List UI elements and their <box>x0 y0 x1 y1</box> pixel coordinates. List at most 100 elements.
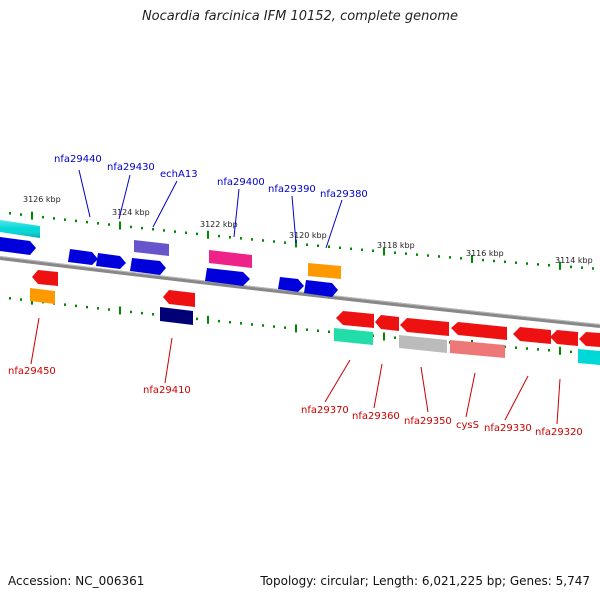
genome-backbone-highlight <box>0 256 600 325</box>
ruler-minor-tick <box>130 225 132 229</box>
ruler-minor-tick <box>581 266 583 269</box>
ruler-minor-tick <box>42 215 44 219</box>
ruler-minor-tick <box>163 229 165 232</box>
feature-orange-rev[interactable] <box>30 288 55 304</box>
ruler-minor-tick <box>372 249 374 253</box>
gene-nfa29400[interactable] <box>209 250 252 268</box>
leader-echA13 <box>152 180 178 228</box>
ruler-minor-tick <box>515 261 517 264</box>
label-nfa29400[interactable]: nfa29400 <box>217 177 265 188</box>
ruler-minor-tick <box>284 326 286 329</box>
feature-cyan-right[interactable] <box>578 349 600 365</box>
gene-nfa29350[interactable] <box>400 318 449 336</box>
ruler-minor-tick <box>449 256 451 259</box>
gene-nfa29370[interactable] <box>336 311 374 328</box>
ruler-major-tick <box>31 211 33 220</box>
ruler-minor-tick <box>251 323 253 326</box>
ruler-label-3118: 3118 kbp <box>377 241 415 250</box>
label-nfa29320[interactable]: nfa29320 <box>535 427 583 438</box>
ruler-minor-tick <box>548 348 550 352</box>
ruler-major-tick <box>295 324 297 333</box>
ruler-minor-tick <box>152 313 154 316</box>
ruler-label-3120: 3120 kbp <box>289 231 327 240</box>
label-echA13[interactable]: echA13 <box>160 169 198 180</box>
label-nfa29350[interactable]: nfa29350 <box>404 416 452 427</box>
gene-forward-left-blue[interactable] <box>0 237 36 255</box>
gene-nfa29440[interactable] <box>68 249 98 265</box>
ruler-major-tick <box>383 247 385 256</box>
ruler-minor-tick <box>405 252 407 255</box>
label-cysS[interactable]: cysS <box>456 420 479 431</box>
ruler-major-tick <box>383 332 385 341</box>
ruler-minor-tick <box>537 263 539 266</box>
label-nfa29390[interactable]: nfa29390 <box>268 184 316 195</box>
ruler-minor-tick <box>229 235 231 239</box>
gene-nfa29360[interactable] <box>375 315 399 331</box>
gene-forward-blue-2[interactable] <box>205 268 250 286</box>
ruler-label-3116: 3116 kbp <box>466 249 504 258</box>
label-nfa29330[interactable]: nfa29330 <box>484 423 532 434</box>
gene-nfa29380[interactable] <box>304 280 338 297</box>
ruler-minor-tick <box>548 263 550 267</box>
ruler-minor-tick <box>97 222 99 225</box>
ruler-minor-tick <box>328 245 330 249</box>
gene-nfa29320[interactable] <box>550 330 578 346</box>
ruler-major-tick <box>207 315 209 324</box>
gene-cysS[interactable] <box>451 322 507 340</box>
ruler-minor-tick <box>218 234 220 238</box>
ruler-minor-tick <box>350 247 352 251</box>
label-nfa29440[interactable]: nfa29440 <box>54 154 102 165</box>
ruler-minor-tick <box>526 262 528 265</box>
ruler-minor-tick <box>515 346 517 349</box>
gene-echA13[interactable] <box>130 258 166 275</box>
ruler-minor-tick <box>97 307 99 310</box>
label-nfa29370[interactable]: nfa29370 <box>301 405 349 416</box>
accession-text: Accession: NC_006361 <box>8 574 145 588</box>
ruler-minor-tick <box>537 348 539 351</box>
label-nfa29380[interactable]: nfa29380 <box>320 189 368 200</box>
ruler-minor-tick <box>20 298 22 301</box>
ruler-minor-tick <box>9 212 11 215</box>
gene-reverse-edge[interactable] <box>579 332 600 347</box>
label-nfa29430[interactable]: nfa29430 <box>107 162 155 173</box>
feature-shade <box>0 220 40 238</box>
ruler-lower-ticks <box>9 296 594 355</box>
feature-teal[interactable] <box>334 328 373 345</box>
label-nfa29410[interactable]: nfa29410 <box>143 385 191 396</box>
ruler-minor-tick <box>218 319 220 323</box>
ruler-minor-tick <box>570 350 572 354</box>
ruler-minor-tick <box>394 251 396 254</box>
label-nfa29450[interactable]: nfa29450 <box>8 366 56 377</box>
ruler-minor-tick <box>174 230 176 233</box>
label-nfa29360[interactable]: nfa29360 <box>352 411 400 422</box>
feature-orange-fwd[interactable] <box>308 263 341 279</box>
feature-pink[interactable] <box>450 340 505 358</box>
gene-nfa29430[interactable] <box>96 253 126 269</box>
ruler-minor-tick <box>438 255 440 258</box>
feature-navy[interactable] <box>160 307 193 325</box>
ruler-minor-tick <box>185 231 187 234</box>
ruler-minor-tick <box>75 219 77 223</box>
gene-nfa29410[interactable] <box>163 290 195 307</box>
gene-nfa29450[interactable] <box>32 270 58 286</box>
leader-nfa29360 <box>373 363 383 409</box>
gene-nfa29330[interactable] <box>513 327 551 344</box>
gene-nfa29390[interactable] <box>278 277 304 292</box>
feature-gray[interactable] <box>399 335 447 353</box>
ruler-minor-tick <box>108 308 110 311</box>
leader-nfa29450 <box>30 317 40 365</box>
ruler-minor-tick <box>317 244 319 247</box>
leader-nfa29320 <box>556 378 561 425</box>
ruler-minor-tick <box>240 237 242 240</box>
ruler-minor-tick <box>361 248 363 252</box>
leader-cysS <box>465 372 476 418</box>
genome-summary-text: Topology: circular; Length: 6,021,225 bp… <box>260 574 590 588</box>
feature-echA13[interactable] <box>134 240 169 256</box>
ruler-minor-tick <box>251 238 253 241</box>
ruler-minor-tick <box>9 297 11 300</box>
genome-backbone <box>0 256 600 328</box>
ruler-minor-tick <box>20 213 22 216</box>
ruler-minor-tick <box>64 218 66 221</box>
ruler-minor-tick <box>427 254 429 257</box>
leader-nfa29380 <box>325 199 343 249</box>
